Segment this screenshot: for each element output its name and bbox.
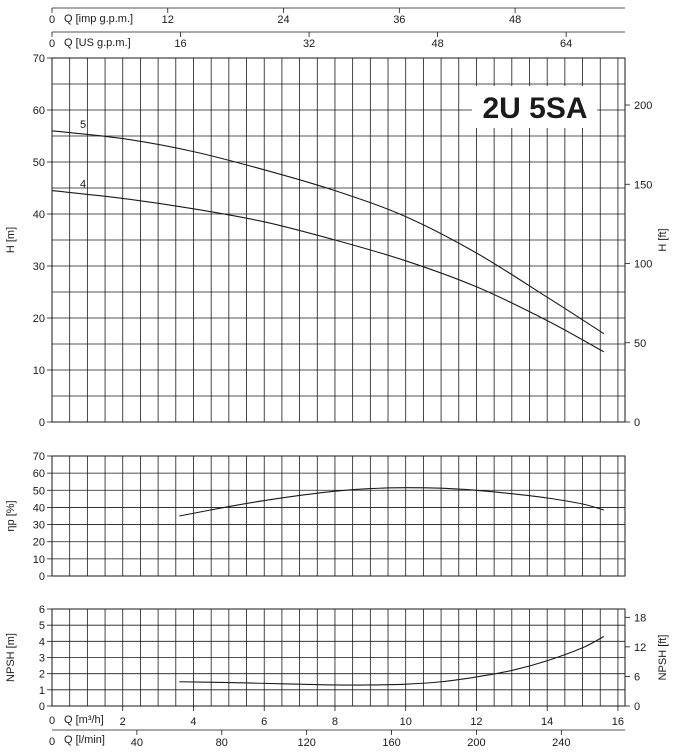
head-y2tick-label: 50 — [634, 338, 646, 350]
head-ytick-label: 50 — [33, 157, 45, 169]
head-y2tick-label: 0 — [634, 417, 640, 429]
efficiency-ytick-label: 0 — [39, 571, 45, 583]
top-axis-1-tick-label: 32 — [303, 38, 315, 50]
top-axis-1-tick-label: 48 — [431, 38, 443, 50]
head-series-label-5: 5 — [80, 119, 86, 131]
npsh-y2label: NPSH [ft] — [657, 635, 669, 681]
bottom-axis-0-tick-label: 8 — [332, 716, 338, 728]
top-axis-1-origin: 0 — [49, 38, 55, 50]
head-ytick-label: 0 — [39, 417, 45, 429]
bottom-axis-1-label: Q [l/min] — [64, 734, 105, 746]
npsh-ytick-label: 3 — [39, 653, 45, 665]
head-y2tick-label: 100 — [634, 259, 652, 271]
top-axis-0-tick-label: 36 — [393, 14, 405, 26]
top-axis-0-tick-label: 12 — [162, 14, 174, 26]
npsh-y2tick-label: 0 — [634, 701, 640, 713]
top-axis-1-tick-label: 64 — [560, 38, 572, 50]
npsh-curve-0 — [179, 635, 605, 686]
bottom-axis-0-tick-label: 6 — [261, 716, 267, 728]
bottom-axis-1-tick-label: 160 — [382, 737, 400, 749]
npsh-ytick-label: 4 — [39, 636, 45, 648]
head-ytick-label: 70 — [33, 53, 45, 65]
bottom-axis-0-tick-label: 10 — [400, 716, 412, 728]
head-ylabel: H [m] — [5, 227, 17, 253]
top-axis-0-tick-label: 48 — [509, 14, 521, 26]
efficiency-frame — [51, 455, 626, 577]
head-ytick-label: 30 — [33, 261, 45, 273]
bottom-axis-0-origin: 0 — [49, 715, 55, 727]
efficiency-ylabel: ηp [%] — [5, 500, 17, 531]
head-y2label: H [ft] — [657, 228, 669, 251]
npsh-y2tick-label: 6 — [634, 671, 640, 683]
bottom-axis-1-tick-label: 120 — [297, 737, 315, 749]
npsh-y2tick-label: 12 — [634, 642, 646, 654]
head-series-label-4: 4 — [80, 179, 86, 191]
top-axis-1-tick-label: 16 — [174, 38, 186, 50]
head-frame — [51, 57, 626, 423]
head-y2tick-label: 200 — [634, 100, 652, 112]
chart-title: 2U 5SA — [482, 92, 587, 125]
head-ytick-label: 10 — [33, 365, 45, 377]
head-curve-4 — [51, 190, 605, 353]
head-ytick-label: 60 — [33, 105, 45, 117]
bottom-axis-0-tick-label: 12 — [470, 716, 482, 728]
bottom-axis-1-tick-label: 240 — [552, 737, 570, 749]
bottom-axis-0-tick-label: 14 — [541, 716, 553, 728]
top-axis-0-origin: 0 — [49, 14, 55, 26]
bottom-axis-0-tick-label: 4 — [190, 716, 196, 728]
npsh-ytick-label: 0 — [39, 701, 45, 713]
bottom-axis-1-tick-label: 200 — [467, 737, 485, 749]
bottom-axis-1-origin: 0 — [49, 736, 55, 748]
top-axis-0-tick-label: 24 — [277, 14, 289, 26]
efficiency-ytick-label: 10 — [33, 554, 45, 566]
efficiency-ytick-label: 20 — [33, 537, 45, 549]
npsh-ytick-label: 6 — [39, 604, 45, 616]
efficiency-ytick-label: 50 — [33, 485, 45, 497]
head-curve-5 — [51, 130, 605, 335]
bottom-axis-0-tick-label: 16 — [612, 716, 624, 728]
npsh-y2tick-label: 18 — [634, 612, 646, 624]
efficiency-ytick-label: 30 — [33, 520, 45, 532]
npsh-ytick-label: 1 — [39, 685, 45, 697]
efficiency-ytick-label: 40 — [33, 502, 45, 514]
bottom-axis-0-label: Q [m³/h] — [64, 714, 104, 726]
efficiency-curve-0 — [179, 487, 604, 517]
efficiency-ytick-label: 60 — [33, 468, 45, 480]
head-ytick-label: 20 — [33, 313, 45, 325]
bottom-axis-1-tick-label: 40 — [131, 737, 143, 749]
head-y2tick-label: 150 — [634, 179, 652, 191]
efficiency-ytick-label: 70 — [33, 451, 45, 463]
npsh-ytick-label: 2 — [39, 669, 45, 681]
top-axis-1-label: Q [US g.p.m.] — [64, 37, 131, 49]
npsh-ylabel: NPSH [m] — [5, 633, 17, 682]
top-axis-0-label: Q [imp g.p.m.] — [64, 13, 133, 25]
head-ytick-label: 40 — [33, 209, 45, 221]
title-background — [472, 86, 597, 128]
npsh-ytick-label: 5 — [39, 620, 45, 632]
bottom-axis-1-tick-label: 80 — [216, 737, 228, 749]
bottom-axis-0-tick-label: 2 — [120, 716, 126, 728]
